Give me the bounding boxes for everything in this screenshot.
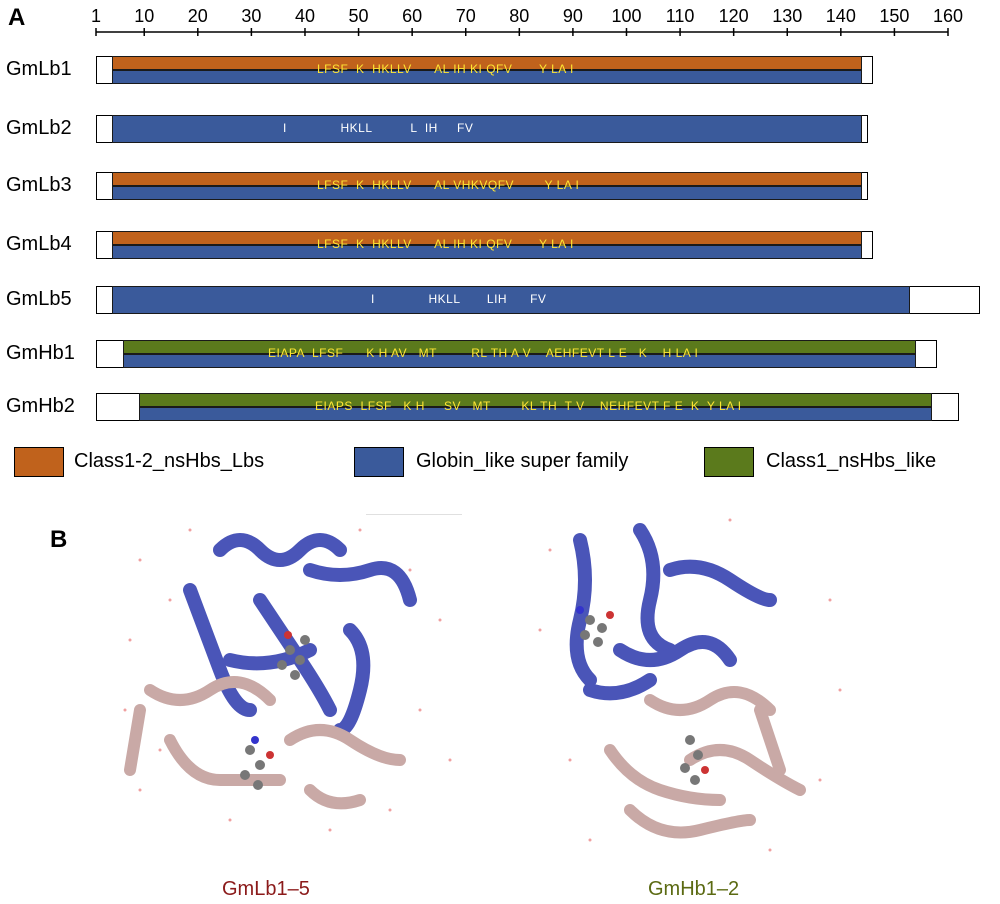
conserved-residues: EIAPA LFSF K H AV MT RL TH A V AEHFEVT L…	[268, 346, 699, 360]
scale-tick-label: 30	[241, 6, 261, 26]
helix-blue	[569, 523, 777, 701]
domain-bar-globin	[122, 354, 916, 368]
scale-tick-label: 40	[295, 6, 315, 26]
protein-label: GmLb5	[6, 288, 72, 310]
scale-tick-label: 100	[611, 6, 641, 26]
divider-line	[366, 514, 462, 515]
domain-bar-class1	[122, 340, 916, 354]
conserved-residues: LFSF K HKLLV AL VHKVQFV Y LA I	[317, 178, 580, 192]
legend-swatch-class1	[704, 447, 754, 477]
protein-label: GmHb1	[6, 342, 75, 364]
domain-bar-class12	[112, 231, 863, 245]
domain-bar-globin	[138, 407, 932, 421]
protein-label: GmLb4	[6, 233, 72, 255]
scale-tick-label: 110	[666, 6, 695, 26]
domain-bar-class1	[138, 393, 932, 407]
structure-caption-gmhb: GmHb1–2	[648, 878, 740, 900]
helix-pink	[124, 676, 406, 810]
domain-bar-globin	[112, 245, 863, 259]
solvent-dots	[538, 518, 842, 852]
scale-tick-label: 160	[933, 6, 963, 26]
domain-bar-globin	[112, 286, 911, 314]
legend-label-class12: Class1-2_nsHbs_Lbs	[74, 450, 265, 472]
scale-tick-label: 1	[91, 6, 101, 26]
conserved-residues: LFSF K HKLLV AL IH KI QFV Y LA I	[317, 62, 574, 76]
legend-swatch-globin	[354, 447, 404, 477]
conserved-residues: EIAPS LFSF K H SV MT KL TH T V NEHFEVT F…	[315, 399, 742, 413]
solvent-dots	[123, 528, 452, 832]
structure-gmhb	[538, 518, 842, 852]
structure-gmlb	[123, 528, 452, 832]
scale-tick-label: 60	[402, 6, 422, 26]
legend-label-class1: Class1_nsHbs_like	[766, 450, 937, 472]
helix-pink	[604, 686, 806, 839]
scale-tick-label: 130	[772, 6, 802, 26]
scale-tick-label: 120	[719, 6, 749, 26]
panel-label-a: A	[8, 4, 26, 31]
scale-tick-label: 50	[349, 6, 369, 26]
helix-blue	[183, 533, 417, 737]
protein-label: GmLb3	[6, 174, 72, 196]
position-scale: 1 10 20 30 40 50 60 70 80 90 100 110 120 130 140 150 160	[91, 6, 963, 36]
legend-label-globin: Globin_like super family	[416, 450, 629, 472]
heme-ligand	[240, 631, 310, 790]
scale-tick-label: 20	[188, 6, 208, 26]
panel-label-b: B	[50, 526, 68, 553]
structure-caption-gmlb: GmLb1–5	[222, 878, 310, 900]
scale-tick-label: 90	[563, 6, 583, 26]
conserved-residues: LFSF K HKLLV AL IH KI QFV Y LA I	[317, 237, 574, 251]
domain-bar-globin	[112, 115, 863, 143]
scale-tick-label: 150	[879, 6, 909, 26]
scale-tick-label: 80	[509, 6, 529, 26]
domain-bar-class12	[112, 56, 863, 70]
domain-bar-class12	[112, 172, 863, 186]
scale-tick-label: 140	[826, 6, 856, 26]
conserved-residues: I HKLL L IH FV	[283, 121, 474, 135]
protein-label: GmLb1	[6, 58, 72, 80]
protein-label: GmHb2	[6, 395, 75, 417]
domain-bar-globin	[112, 70, 863, 84]
protein-label: GmLb2	[6, 117, 72, 139]
scale-tick-label: 10	[134, 6, 154, 26]
heme-ligand	[576, 606, 709, 785]
scale-tick-label: 70	[456, 6, 476, 26]
conserved-residues: I HKLL LIH FV	[371, 292, 547, 306]
legend-swatch-class12	[14, 447, 64, 477]
domain-bar-globin	[112, 186, 863, 200]
